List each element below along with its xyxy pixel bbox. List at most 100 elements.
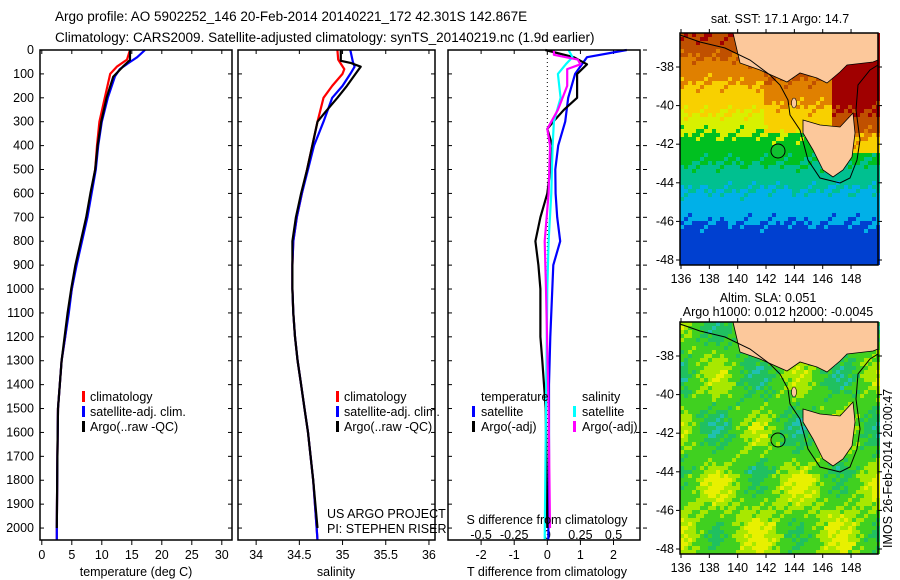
map-cell bbox=[740, 209, 744, 213]
map-cell bbox=[688, 221, 692, 225]
map-cell bbox=[868, 161, 872, 165]
map-cell bbox=[700, 45, 704, 49]
map-cell bbox=[760, 374, 764, 378]
map-cell bbox=[688, 394, 692, 398]
map-cell bbox=[764, 414, 768, 418]
map-cell bbox=[872, 141, 876, 145]
map-frame bbox=[679, 32, 879, 266]
map-cell bbox=[852, 245, 856, 249]
map-cell bbox=[804, 89, 808, 93]
map-cell bbox=[704, 233, 708, 237]
map-cell bbox=[728, 249, 732, 253]
map-cell bbox=[768, 382, 772, 386]
map-cell bbox=[724, 406, 728, 410]
map-cell bbox=[752, 414, 756, 418]
map-cell bbox=[816, 81, 820, 85]
map-cell bbox=[872, 241, 876, 245]
map-cell bbox=[792, 153, 796, 157]
map-cell bbox=[680, 81, 684, 85]
map-cell bbox=[804, 213, 808, 217]
map-cell bbox=[696, 101, 700, 105]
map-cell bbox=[696, 105, 700, 109]
map-cell bbox=[792, 229, 796, 233]
map-cell bbox=[808, 454, 812, 458]
map-cell bbox=[752, 366, 756, 370]
map-cell bbox=[680, 338, 684, 342]
map-cell bbox=[728, 69, 732, 73]
map-cell bbox=[836, 245, 840, 249]
map-cell bbox=[864, 446, 868, 450]
map-cell bbox=[768, 253, 772, 257]
map-cell bbox=[720, 229, 724, 233]
map-cell bbox=[852, 153, 856, 157]
map-cell bbox=[724, 362, 728, 366]
map-cell bbox=[820, 402, 824, 406]
map-cell bbox=[864, 205, 868, 209]
map-cell bbox=[712, 77, 716, 81]
map-cell bbox=[760, 237, 764, 241]
map-cell bbox=[684, 454, 688, 458]
map-cell bbox=[684, 354, 688, 358]
map-cell bbox=[696, 454, 700, 458]
map-cell bbox=[852, 177, 856, 181]
map-cell bbox=[852, 145, 856, 149]
map-cell bbox=[708, 362, 712, 366]
map-cell bbox=[840, 185, 844, 189]
map-cell bbox=[852, 366, 856, 370]
map-cell bbox=[716, 462, 720, 466]
map-cell bbox=[768, 117, 772, 121]
map-cell bbox=[744, 197, 748, 201]
map-cell bbox=[800, 209, 804, 213]
map-cell bbox=[816, 386, 820, 390]
map-cell bbox=[756, 402, 760, 406]
map-cell bbox=[748, 406, 752, 410]
map-cell bbox=[772, 253, 776, 257]
map-cell bbox=[788, 374, 792, 378]
map-cell bbox=[860, 386, 864, 390]
map-cell bbox=[780, 434, 784, 438]
map-cell bbox=[728, 434, 732, 438]
map-cell bbox=[744, 430, 748, 434]
map-cell bbox=[752, 81, 756, 85]
map-cell bbox=[728, 245, 732, 249]
y-tick-label: 600 bbox=[13, 186, 34, 200]
map-cell bbox=[852, 253, 856, 257]
map-cell bbox=[752, 237, 756, 241]
map-cell bbox=[828, 193, 832, 197]
map-cell bbox=[700, 326, 704, 330]
map-cell bbox=[704, 121, 708, 125]
map-cell bbox=[780, 173, 784, 177]
map-cell bbox=[856, 101, 860, 105]
map-cell bbox=[760, 149, 764, 153]
map-cell bbox=[828, 378, 832, 382]
map-cell bbox=[828, 394, 832, 398]
map-cell bbox=[788, 454, 792, 458]
map-cell bbox=[736, 149, 740, 153]
map-cell bbox=[768, 105, 772, 109]
map-cell bbox=[856, 189, 860, 193]
legend-label: satellite-adj. clim. bbox=[344, 405, 440, 419]
s-tick-label: 0.5 bbox=[605, 528, 622, 542]
map-cell bbox=[852, 446, 856, 450]
map-cell bbox=[720, 121, 724, 125]
map-cell bbox=[692, 237, 696, 241]
map-cell bbox=[684, 221, 688, 225]
map-cell bbox=[796, 245, 800, 249]
map-cell bbox=[756, 458, 760, 462]
map-cell bbox=[752, 97, 756, 101]
map-cell bbox=[784, 378, 788, 382]
map-cell bbox=[740, 189, 744, 193]
map-cell bbox=[864, 418, 868, 422]
map-cell bbox=[712, 125, 716, 129]
map-cell bbox=[820, 386, 824, 390]
map-cell bbox=[680, 249, 684, 253]
map-cell bbox=[784, 249, 788, 253]
map-cell bbox=[752, 374, 756, 378]
map-cell bbox=[736, 137, 740, 141]
map-cell bbox=[808, 402, 812, 406]
map-cell bbox=[736, 249, 740, 253]
map-cell bbox=[748, 125, 752, 129]
map-cell bbox=[704, 81, 708, 85]
map-cell bbox=[728, 229, 732, 233]
map-cell bbox=[720, 330, 724, 334]
